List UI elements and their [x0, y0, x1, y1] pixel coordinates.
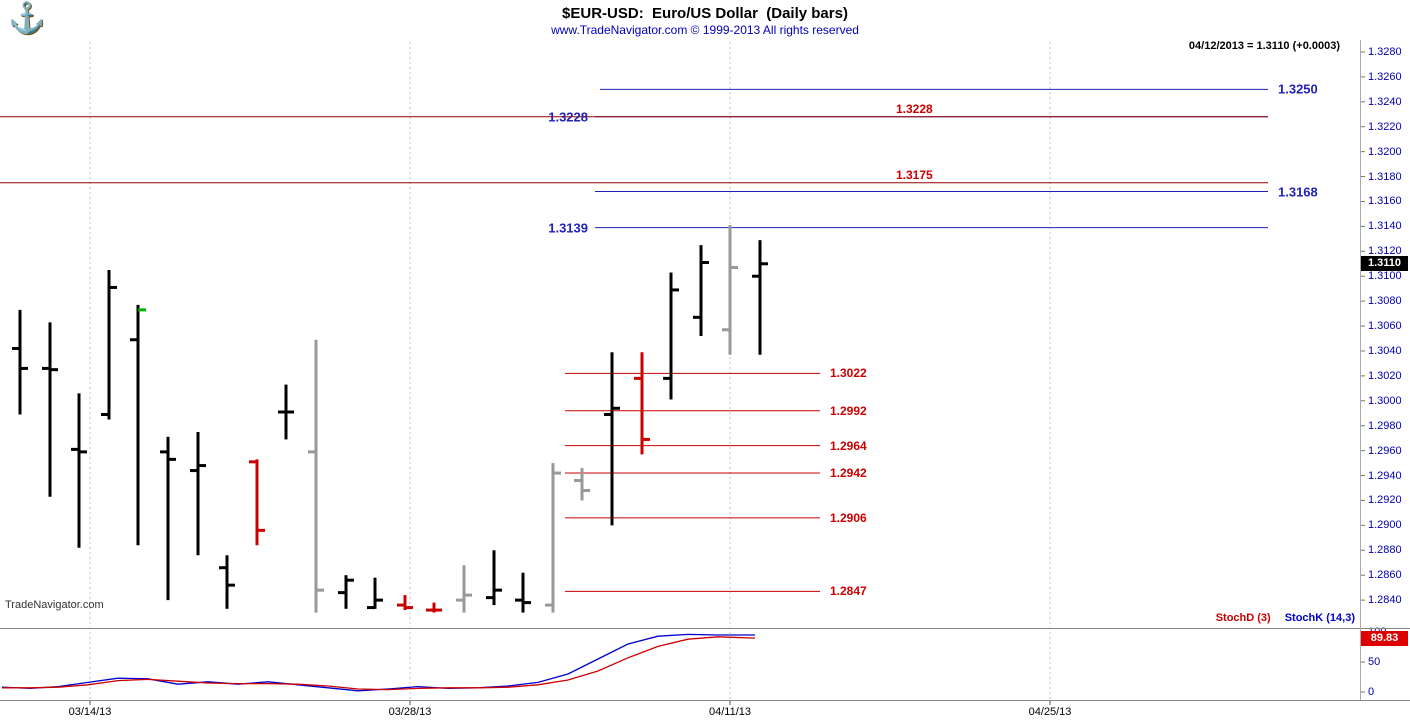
last-quote-readout: 04/12/2013 = 1.3110 (+0.0003) [1188, 40, 1340, 52]
stochd-line [2, 636, 756, 691]
copyright-subtitle: www.TradeNavigator.com © 1999-2013 All r… [551, 23, 859, 37]
app-logo-anchor-icon: ⚓ [8, 2, 46, 35]
stochd-legend-label[interactable]: StochD (3) [1215, 612, 1271, 624]
time-axis-line[interactable] [0, 700, 1410, 701]
watermark: TradeNavigator.com [5, 599, 104, 611]
stoch-value-badge: 89.83 [1361, 631, 1408, 647]
stochk-legend-label[interactable]: StochK (14,3) [1284, 612, 1355, 624]
price-axis-separator[interactable] [1360, 40, 1361, 700]
chart-title: $EUR-USD: Euro/US Dollar (Daily bars) [562, 5, 848, 22]
indicator-legend: StochD (3) StochK (14,3) [1216, 612, 1355, 624]
panel-divider [0, 628, 1410, 629]
stochk-line [1, 633, 755, 692]
last-price-badge: 1.3110 [1361, 255, 1408, 271]
